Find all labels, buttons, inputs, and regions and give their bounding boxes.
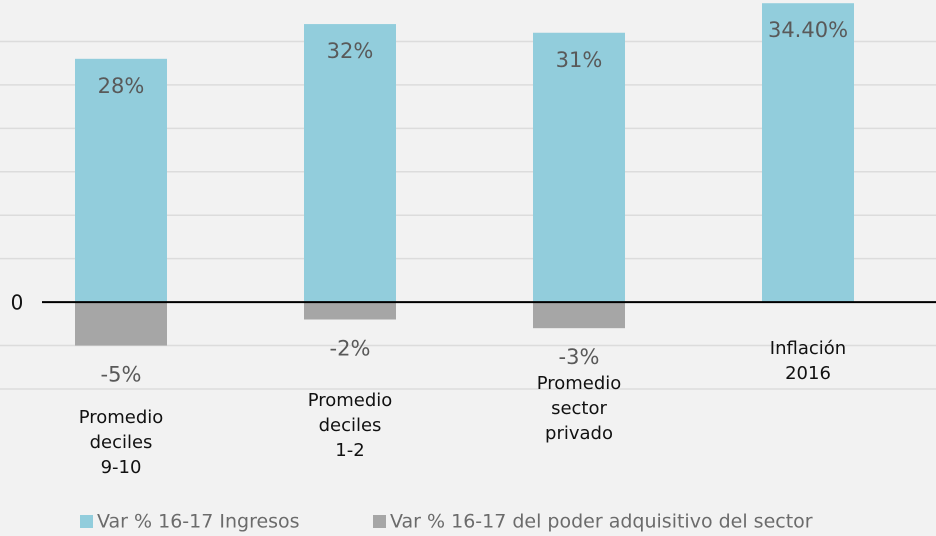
data-label: 28% — [98, 74, 145, 98]
x-tick-label: Promedio deciles 9-10 — [79, 407, 164, 478]
x-tick-label: Promedio deciles 1-2 — [308, 390, 393, 461]
x-tick-label: Promedio sector privado — [537, 373, 622, 444]
legend-label: Var % 16-17 Ingresos — [97, 511, 300, 533]
x-tick-label: Inflación 2016 — [770, 338, 846, 384]
bar — [75, 302, 167, 346]
bar — [533, 32, 625, 303]
data-label: 32% — [327, 39, 374, 63]
bar — [304, 302, 396, 320]
bar — [533, 302, 625, 329]
legend-label: Var % 16-17 del poder adquisitivo del se… — [390, 511, 813, 533]
data-label: 34.40% — [768, 18, 848, 42]
data-label: -2% — [330, 336, 371, 360]
bar — [304, 24, 396, 303]
y-tick-label: 0 — [11, 291, 24, 315]
bar — [762, 3, 854, 303]
bar — [75, 58, 167, 303]
data-label: -3% — [559, 345, 600, 369]
data-label: -5% — [101, 363, 142, 387]
legend-swatch — [80, 515, 93, 528]
legend-swatch — [373, 515, 386, 528]
data-label: 31% — [556, 48, 603, 72]
